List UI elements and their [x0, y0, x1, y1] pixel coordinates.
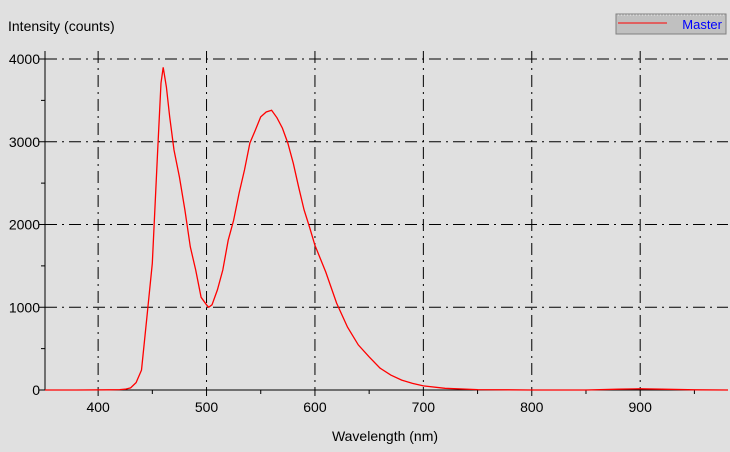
legend-entry-master: Master: [682, 17, 722, 32]
y-tick-label: 0: [32, 382, 40, 398]
x-tick-label: 400: [86, 399, 110, 415]
y-tick-label: 1000: [9, 299, 40, 315]
y-axis-label: Intensity (counts): [8, 18, 115, 34]
grid: [45, 51, 728, 390]
x-tick-label: 600: [303, 399, 327, 415]
legend[interactable]: Master: [615, 13, 727, 35]
y-tick-label: 2000: [9, 217, 40, 233]
series-line-master: [45, 67, 729, 391]
x-axis-label: Wavelength (nm): [332, 428, 438, 444]
y-tick-label: 3000: [9, 134, 40, 150]
x-tick-label: 800: [520, 399, 544, 415]
x-tick-label: 900: [629, 399, 653, 415]
x-tick-label: 700: [412, 399, 436, 415]
y-tick-label: 4000: [9, 51, 40, 67]
tick-labels: 400 500 600 700 800 900 0 1000 2000 3000 4000: [9, 51, 652, 415]
axes: [39, 51, 728, 396]
x-tick-label: 500: [195, 399, 219, 415]
